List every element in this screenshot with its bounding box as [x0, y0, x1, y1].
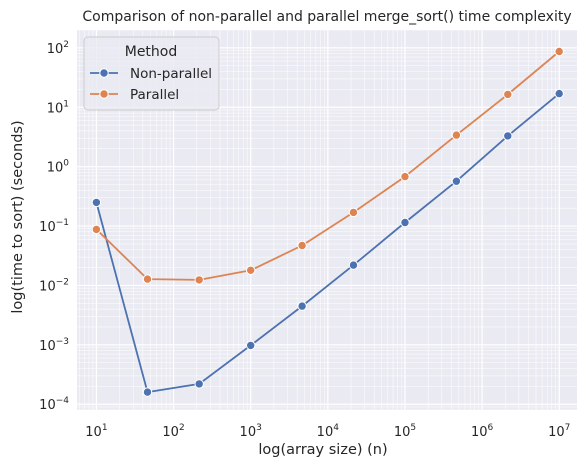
x-tick-base: 10 [85, 425, 102, 440]
y-tick-base: 10 [47, 101, 64, 116]
legend-label-non-parallel: Non-parallel [130, 66, 212, 82]
y-tick-base: 10 [39, 220, 56, 235]
y-tick-label: 102 [47, 40, 69, 57]
data-point-non-parallel [348, 260, 359, 270]
x-tick-label: 105 [394, 423, 416, 440]
x-tick-label: 104 [317, 423, 340, 440]
y-tick-base: 10 [47, 42, 64, 57]
x-tick-label: 106 [471, 423, 494, 440]
data-point-non-parallel [297, 301, 307, 311]
data-point-parallel [451, 130, 462, 140]
data-point-non-parallel [400, 217, 410, 228]
data-point-parallel [297, 240, 307, 251]
y-tick-base: 10 [39, 279, 56, 294]
data-point-non-parallel [451, 176, 462, 186]
x-tick-exponent: 7 [565, 423, 571, 433]
legend-marker-non-parallel [99, 68, 109, 78]
x-tick-exponent: 1 [102, 423, 108, 433]
y-tick-label: 10−4 [39, 396, 69, 413]
data-point-parallel [194, 275, 204, 285]
x-tick-label: 107 [548, 423, 570, 440]
x-tick-label: 102 [162, 423, 184, 440]
x-tick-label: 103 [240, 423, 262, 440]
y-tick-exponent: 2 [63, 40, 69, 50]
x-tick-base: 10 [317, 425, 334, 440]
y-tick-exponent: 1 [63, 99, 69, 109]
data-point-non-parallel [142, 387, 153, 397]
x-tick-base: 10 [548, 425, 565, 440]
y-tick-label: 10−3 [39, 337, 69, 354]
data-point-parallel [348, 207, 359, 218]
data-point-parallel [503, 89, 513, 100]
x-tick-base: 10 [471, 425, 488, 440]
data-point-parallel [554, 46, 564, 57]
x-tick-exponent: 5 [410, 423, 416, 433]
x-tick-base: 10 [162, 425, 179, 440]
x-tick-base: 10 [240, 425, 257, 440]
y-tick-label: 101 [47, 99, 69, 116]
y-axis-label: log(time to sort) (seconds) [10, 120, 26, 313]
y-tick-base: 10 [39, 398, 56, 413]
y-tick-exponent: −1 [56, 218, 69, 228]
data-point-parallel [142, 274, 153, 284]
data-point-non-parallel [246, 340, 256, 351]
y-tick-exponent: −3 [56, 337, 69, 347]
legend-title: Method [125, 44, 178, 60]
legend-entry-non-parallel: Non-parallel [90, 66, 212, 82]
legend-entry-parallel: Parallel [90, 87, 179, 103]
x-axis-label: log(array size) (n) [258, 442, 387, 458]
data-point-non-parallel [503, 131, 513, 141]
x-tick-labels: 101 102 103 104 105 106 107 [85, 423, 570, 440]
y-tick-label: 10−1 [39, 218, 69, 235]
data-point-non-parallel [194, 379, 204, 389]
y-tick-label: 100 [47, 159, 70, 176]
y-tick-exponent: −4 [56, 396, 70, 406]
data-point-parallel [91, 224, 102, 235]
data-point-parallel [400, 171, 410, 182]
x-tick-exponent: 6 [487, 423, 493, 433]
x-tick-exponent: 4 [333, 423, 339, 433]
y-tick-base: 10 [39, 339, 56, 354]
data-point-non-parallel [554, 88, 564, 99]
series-line-parallel [95, 50, 560, 281]
legend-marker-parallel [99, 89, 109, 99]
data-point-non-parallel [91, 197, 102, 208]
x-tick-base: 10 [394, 425, 411, 440]
legend: Method Non-parallel Parallel [83, 36, 220, 111]
y-tick-exponent: −2 [56, 277, 69, 287]
series-lines [91, 46, 564, 397]
legend-label-parallel: Parallel [130, 87, 179, 103]
data-point-parallel [246, 265, 256, 275]
legend-box [83, 36, 220, 111]
y-tick-exponent: 0 [63, 159, 69, 169]
y-tick-label: 10−2 [39, 277, 69, 294]
x-tick-exponent: 2 [179, 423, 185, 433]
series-line-non-parallel [95, 92, 560, 394]
chart-title: Comparison of non-parallel and parallel … [82, 9, 571, 25]
x-tick-label: 101 [85, 423, 107, 440]
y-tick-base: 10 [47, 161, 64, 176]
x-tick-exponent: 3 [256, 423, 262, 433]
